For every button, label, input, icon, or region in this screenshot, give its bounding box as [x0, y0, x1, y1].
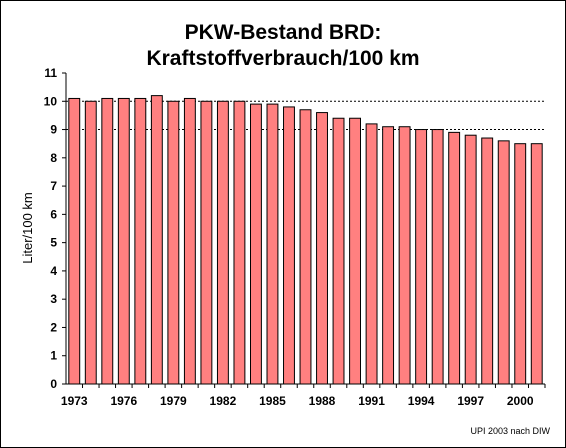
bar-1997: [464, 134, 477, 385]
y-tick-label: 5: [50, 236, 57, 250]
bar-2001: [530, 143, 543, 385]
bar-1995: [431, 129, 444, 385]
bar-1978: [150, 95, 163, 385]
bar-1984: [250, 103, 262, 385]
y-tick-label: 9: [50, 123, 57, 137]
x-tick-label: 2000: [507, 394, 534, 408]
bar-1977: [134, 97, 147, 385]
x-tick-label: 1991: [358, 394, 385, 408]
x-tick-label: 1979: [160, 394, 187, 408]
x-tick-label: 1985: [259, 394, 286, 408]
y-tick-label: 7: [50, 179, 57, 193]
bar-1974: [84, 100, 97, 385]
y-tick-label: 0: [50, 377, 57, 391]
source-note: UPI 2003 nach DIW: [470, 426, 550, 436]
chart-title-line-2: Kraftstoffverbrauch/100 km: [146, 47, 419, 70]
bar-1975: [101, 97, 114, 385]
bar-1998: [481, 137, 494, 385]
bar-1989: [332, 117, 345, 385]
bar-1993: [398, 126, 411, 385]
bar-1996: [448, 131, 461, 385]
x-tick-label: 1976: [110, 394, 137, 408]
y-tick-label: 3: [50, 292, 57, 306]
bar-1994: [415, 129, 428, 385]
y-tick-label: 1: [50, 349, 57, 363]
bar-1979: [167, 100, 180, 385]
bar-1990: [349, 117, 362, 385]
x-tick-label: 1982: [210, 394, 237, 408]
bar-1987: [299, 109, 312, 385]
bar-1999: [497, 140, 510, 385]
x-tick-label: 1973: [61, 394, 88, 408]
bar-1980: [183, 97, 196, 385]
y-tick-label: 6: [50, 207, 57, 221]
y-tick-label: 8: [50, 151, 57, 165]
bar-1988: [316, 112, 328, 385]
y-tick-label: 2: [50, 320, 57, 334]
x-tick-label: 1988: [309, 394, 336, 408]
bar-1982: [216, 100, 229, 385]
y-tick-label: 4: [50, 264, 57, 278]
y-tick-label: 10: [44, 94, 58, 108]
x-tick-label: 1997: [457, 394, 484, 408]
bar-1986: [283, 106, 295, 385]
bar-1976: [117, 97, 130, 385]
bar-1992: [382, 126, 395, 385]
bar-1985: [266, 103, 279, 385]
y-axis-label: Liter/100 km: [20, 192, 35, 264]
y-tick-label: 11: [44, 66, 57, 80]
x-tick-label: 1994: [408, 394, 435, 408]
bar-2000: [514, 143, 527, 385]
bar-1991: [365, 123, 378, 385]
chart-title-line-1: PKW-Bestand BRD:: [185, 21, 382, 44]
bar-1981: [200, 100, 213, 385]
bar-1973: [68, 97, 81, 385]
bar-1983: [233, 100, 246, 385]
